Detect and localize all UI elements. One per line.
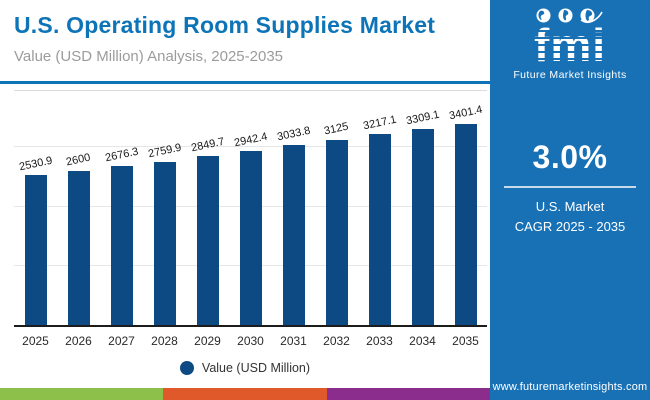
bar-value-label: 2759.9: [146, 141, 183, 160]
side-panel: fmi Future Market Insights 3.0% U.S. Mar…: [490, 0, 650, 400]
gridline-3000: [14, 146, 487, 148]
bar: [282, 145, 305, 325]
bar-value-label: 3033.8: [275, 124, 312, 144]
logo-icons: [508, 8, 632, 24]
globe-americas-icon: [536, 8, 551, 23]
legend-marker-icon: [179, 361, 194, 375]
page-title: U.S. Operating Room Supplies Market: [14, 12, 436, 38]
logo-tagline: Future Market Insights: [513, 69, 627, 81]
bar-chart-plot: 2530.9 2600 2676.3 2759.9 2849.7 2942.4 3033.8…: [14, 90, 487, 327]
bar-group-2033: 3217.1: [358, 91, 401, 325]
cagr-value: 3.0%: [532, 139, 608, 175]
bar-group-2028: 2759.9: [143, 91, 186, 325]
bar-group-2032: 3125: [315, 91, 358, 325]
bar: [110, 166, 133, 325]
x-tick-label: 2028: [151, 334, 178, 348]
bar: [24, 175, 47, 325]
bar: [153, 161, 176, 325]
bar-value-label: 2849.7: [189, 135, 226, 155]
bar-value-label: 3125: [323, 120, 350, 138]
globe-asia-pacific-icon: [580, 8, 603, 24]
legend-label: Value (USD Million): [201, 361, 311, 375]
x-tick-label: 2033: [366, 334, 393, 348]
bar-group-2030: 2942.4: [229, 91, 272, 325]
x-tick-label: 2030: [237, 334, 264, 348]
x-tick-label: 2026: [65, 334, 92, 348]
bar-value-label: 3401.4: [447, 103, 484, 122]
cagr-divider: [504, 186, 636, 188]
bar: [325, 139, 348, 325]
bar-group-2031: 3033.8: [272, 91, 315, 325]
bar: [196, 156, 219, 325]
bar: [411, 128, 434, 325]
x-axis-labels: 2025 2026 2027 2028 2029 2030 2031 2032 2033 2034…: [14, 327, 487, 348]
bar-group-2027: 2676.3: [100, 91, 143, 325]
bar: [239, 150, 262, 325]
bar: [67, 170, 90, 325]
page-subtitle: Value (USD Million) Analysis, 2025-2035: [14, 48, 284, 65]
bar: [454, 123, 477, 325]
chart-section: U.S. Operating Room Supplies Market Valu…: [0, 0, 490, 400]
bottom-stripe: [0, 388, 490, 400]
logo-swoosh: [580, 11, 603, 24]
x-tick-label: 2025: [22, 334, 49, 348]
x-tick-label: 2027: [108, 334, 135, 348]
x-tick-label: 2029: [194, 334, 221, 348]
x-tick-label: 2032: [323, 334, 350, 348]
cagr-period-label: CAGR 2025 - 2035: [514, 219, 626, 234]
chart-legend: Value (USD Million): [0, 361, 490, 375]
bars-row: 2530.9 2600 2676.3 2759.9 2849.7 2942.4 3033.8…: [14, 91, 487, 325]
cagr-market-label: U.S. Market: [535, 199, 605, 214]
x-tick-label: 2031: [280, 334, 307, 348]
bar-value-label: 3217.1: [361, 114, 398, 133]
stripe-green: [0, 388, 164, 400]
bar-group-2029: 2849.7: [186, 91, 229, 325]
fmi-wordmark: fmi: [534, 19, 606, 71]
x-tick-label: 2034: [409, 334, 436, 348]
bar-value-label: 2676.3: [103, 146, 140, 165]
stripe-purple: [326, 388, 490, 400]
stripe-orange: [163, 388, 327, 400]
website-url: www.futuremarketinsights.com: [492, 381, 648, 393]
cagr-block: 3.0% U.S. Market CAGR 2025 - 2035: [490, 139, 650, 237]
bar-value-label: 2600: [65, 151, 92, 169]
bar-value-label: 3309.1: [404, 108, 441, 128]
bar-group-2026: 2600: [57, 91, 100, 325]
bar-group-2034: 3309.1: [401, 91, 444, 325]
header: U.S. Operating Room Supplies Market Valu…: [0, 0, 490, 84]
globe-europe-africa-icon: [558, 8, 573, 23]
bar-value-label: 2942.4: [232, 130, 269, 150]
bar-group-2035: 3401.4: [444, 91, 487, 325]
bar-group-2025: 2530.9: [14, 91, 57, 325]
bar: [368, 134, 391, 325]
bar-value-label: 2530.9: [17, 154, 54, 174]
x-tick-label: 2035: [452, 334, 479, 348]
fmi-logo: fmi Future Market Insights: [508, 8, 632, 81]
